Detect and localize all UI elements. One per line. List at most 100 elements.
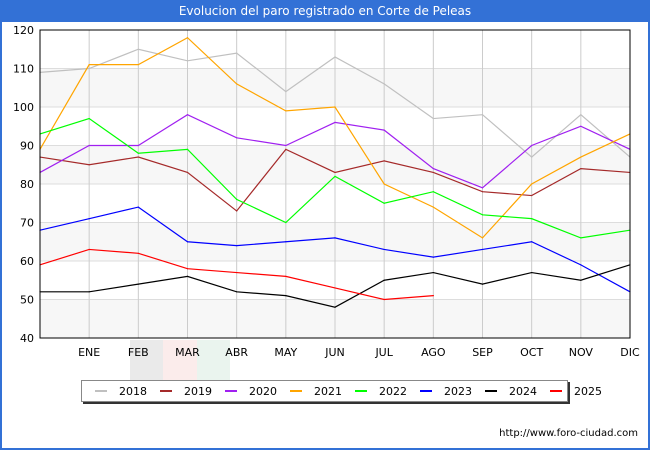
data-point-2019 (186, 171, 189, 174)
legend-label: 2020 (249, 384, 277, 398)
legend-item-2023: 2023 (420, 385, 472, 398)
data-point-2022 (334, 175, 336, 177)
data-point-2019 (334, 171, 336, 174)
data-point-2025 (137, 252, 139, 254)
data-point-2025 (432, 295, 434, 297)
source-url: http://www.foro-ciudad.com (499, 428, 638, 439)
data-point-2019 (285, 148, 287, 150)
x-tick-label: JUL (374, 346, 393, 359)
data-point-2024 (137, 283, 139, 285)
data-point-2021 (334, 106, 336, 108)
data-point-2020 (137, 144, 139, 147)
legend-label: 2022 (379, 384, 407, 398)
legend-swatch (485, 390, 497, 392)
data-point-2019 (481, 191, 484, 193)
data-point-2023 (186, 241, 189, 243)
x-tick-label: MAR (175, 346, 200, 359)
data-point-2021 (432, 206, 434, 208)
data-point-2024 (236, 291, 238, 293)
y-tick-label: 100 (13, 101, 34, 114)
legend-label: 2021 (314, 384, 342, 398)
x-tick-label: SEP (472, 346, 493, 359)
data-point-2022 (285, 221, 287, 224)
y-tick-label: 110 (13, 63, 34, 76)
data-point-2023 (236, 245, 238, 247)
data-point-2023 (88, 218, 90, 220)
legend-item-2024: 2024 (485, 385, 537, 398)
data-point-2018 (432, 117, 434, 120)
data-point-2024 (383, 279, 385, 281)
data-point-2018 (531, 156, 533, 158)
data-point-2018 (186, 60, 189, 62)
data-point-2020 (432, 168, 434, 170)
legend-swatch (95, 390, 107, 392)
data-point-2022 (432, 191, 434, 193)
data-point-2023 (137, 206, 139, 208)
legend-label: 2025 (574, 384, 602, 398)
chart-title: Evolucion del paro registrado en Corte d… (0, 0, 650, 22)
data-point-2021 (481, 237, 484, 239)
data-point-2018 (481, 114, 484, 116)
legend-label: 2018 (119, 384, 147, 398)
data-point-2021 (383, 183, 385, 185)
legend-swatch (290, 390, 302, 392)
x-tick-label: ENE (78, 346, 100, 359)
data-point-2024 (481, 283, 484, 285)
data-point-2020 (334, 121, 336, 123)
legend-label: 2024 (509, 384, 537, 398)
data-point-2023 (580, 264, 582, 266)
data-point-2025 (88, 248, 90, 251)
data-point-2021 (88, 64, 90, 66)
data-point-2021 (531, 183, 533, 185)
x-tick-label: DIC (620, 346, 640, 359)
data-point-2025 (186, 268, 189, 270)
data-point-2020 (285, 144, 287, 147)
data-point-2023 (481, 248, 484, 251)
data-point-2020 (186, 114, 189, 116)
data-point-2023 (432, 256, 434, 258)
data-point-2025 (383, 298, 385, 301)
x-tick-label: OCT (520, 346, 543, 359)
data-point-2025 (285, 275, 287, 277)
x-tick-label: FEB (128, 346, 149, 359)
data-point-2020 (236, 137, 238, 139)
data-point-2024 (432, 271, 434, 274)
data-point-2018 (137, 48, 139, 50)
data-point-2023 (334, 237, 336, 239)
data-point-2018 (580, 114, 582, 116)
data-point-2022 (236, 198, 238, 200)
y-tick-label: 90 (20, 140, 34, 153)
data-point-2024 (88, 291, 90, 293)
data-point-2020 (580, 125, 582, 127)
legend-swatch (225, 390, 237, 392)
y-tick-label: 80 (20, 178, 34, 191)
legend-item-2025: 2025 (550, 385, 602, 398)
data-point-2020 (383, 129, 385, 131)
legend-swatch (160, 390, 172, 392)
y-tick-label: 120 (13, 24, 34, 37)
data-point-2024 (285, 295, 287, 297)
data-point-2018 (334, 56, 336, 58)
y-tick-label: 60 (20, 255, 34, 268)
data-point-2022 (580, 237, 582, 239)
data-point-2021 (137, 64, 139, 66)
legend-item-2019: 2019 (160, 385, 212, 398)
legend-item-2022: 2022 (355, 385, 407, 398)
data-point-2018 (236, 52, 238, 54)
y-tick-label: 50 (20, 294, 34, 307)
data-point-2019 (137, 156, 139, 158)
data-point-2019 (88, 164, 90, 166)
plot-border (39, 29, 631, 339)
data-point-2023 (383, 248, 385, 251)
data-point-2021 (285, 110, 287, 112)
data-point-2021 (236, 83, 238, 85)
data-point-2018 (88, 67, 90, 70)
data-point-2022 (137, 152, 139, 154)
x-tick-label: JUN (324, 346, 345, 359)
data-point-2019 (531, 194, 533, 197)
legend-label: 2023 (444, 384, 472, 398)
x-tick-label: MAY (274, 346, 297, 359)
y-tick-label: 40 (20, 332, 34, 345)
x-tick-label: ABR (225, 346, 248, 359)
